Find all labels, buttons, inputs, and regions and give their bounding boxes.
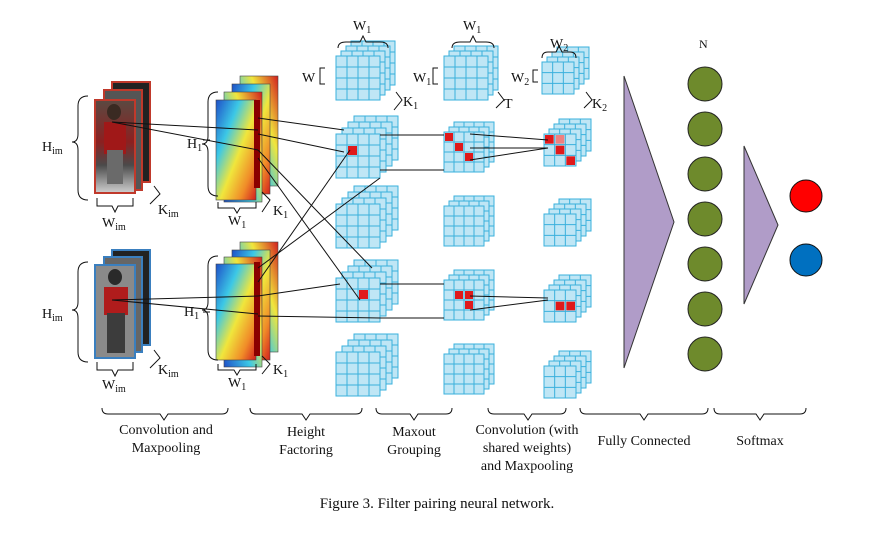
highlight-cell [545, 135, 554, 144]
highlight-cell [555, 135, 565, 144]
output-neuron-blue [789, 243, 823, 277]
fully-connected-layer [623, 75, 675, 369]
stage-label-height-factoring-2: Factoring [279, 443, 333, 458]
stage-label-fully-connected: Fully Connected [598, 434, 691, 449]
height-factored-stack-3 [335, 259, 399, 323]
w-im-label-bottom: Wim [102, 378, 126, 395]
highlight-cell [455, 291, 463, 299]
w1-label-top: W1 [228, 214, 246, 231]
stage-label-conv-maxpool-1: Convolution and [119, 423, 213, 438]
w2-label-top: W2 [550, 37, 568, 54]
height-factored-stack-1 [335, 115, 399, 179]
highlight-cell [566, 301, 575, 311]
fc-neuron [687, 336, 723, 372]
w2-label-left: W2 [511, 71, 529, 88]
output-neuron-red [789, 179, 823, 213]
k2-label: K2 [592, 97, 607, 114]
conv-shared-stack-4 [543, 350, 592, 399]
highlight-cell [348, 146, 357, 155]
highlight-cell [359, 290, 368, 299]
fc-neuron [687, 201, 723, 237]
stage-label-maxout-grouping-2: Grouping [387, 443, 441, 458]
t-label: T [504, 97, 513, 112]
maxout-stack-1 [443, 121, 495, 173]
fc-neuron [687, 156, 723, 192]
stage-label-height-factoring-1: Height [287, 425, 325, 440]
highlight-cell [455, 143, 463, 151]
w1-label-bottom: W1 [228, 376, 246, 393]
k1-label-grid1: K1 [403, 95, 418, 112]
highlight-cell [555, 145, 565, 155]
fc-neuron [687, 291, 723, 327]
fc-neuron [687, 111, 723, 147]
grid-stack-w1-t [443, 45, 499, 101]
maxout-stack-2 [443, 195, 495, 247]
highlight-cell [465, 153, 473, 161]
w1-label-grid2-top: W1 [463, 19, 481, 36]
conv-shared-stack-1 [543, 118, 592, 167]
stage-label-conv-shared-2: shared weights) [483, 441, 572, 456]
stage-label-conv-shared-3: and Maxpooling [481, 459, 573, 474]
fc-neuron [687, 246, 723, 282]
w-im-label-top: Wim [102, 216, 126, 233]
grid-stacks [335, 40, 592, 399]
stage-label-maxout-grouping-1: Maxout [392, 425, 436, 440]
h1-label-top: H1 [187, 137, 202, 154]
height-factored-stack-4 [335, 333, 399, 397]
n-label: N [699, 37, 708, 51]
conv-shared-stack-3 [543, 274, 592, 323]
stage-label-softmax: Softmax [736, 434, 783, 449]
w1-label-grid1-top: W1 [353, 19, 371, 36]
w1-label-grid1-left: W [302, 71, 316, 86]
height-factored-stack-2 [335, 185, 399, 249]
highlight-cell [566, 156, 575, 165]
input-image-top [94, 81, 151, 194]
figure-caption: Figure 3. Filter pairing neural network. [320, 496, 555, 512]
connection-lines [111, 117, 549, 319]
grid-stack-w2-k2 [541, 46, 590, 95]
stage-brackets [101, 407, 807, 421]
h-im-label-bottom: Him [42, 307, 63, 324]
feature-maps-bottom [215, 241, 279, 368]
stage-label-conv-maxpool-2: Maxpooling [132, 441, 200, 456]
highlight-cell [465, 301, 473, 309]
grid-stack-w1-k1 [335, 40, 396, 101]
maxout-stack-3 [443, 269, 495, 321]
k1-label-bottom: K1 [273, 363, 288, 380]
highlight-cell [555, 301, 565, 311]
fc-neurons [687, 66, 723, 372]
w1-label-grid2-left: W1 [413, 71, 431, 88]
k-im-label-top: Kim [158, 203, 179, 220]
feature-maps-top [215, 75, 279, 203]
k-im-label-bottom: Kim [158, 363, 179, 380]
softmax-layer [743, 145, 779, 305]
dimension-brackets [71, 34, 593, 378]
fc-neuron [687, 66, 723, 102]
highlight-cell [445, 133, 453, 141]
highlight-cell [465, 291, 473, 299]
h1-label-bottom: H1 [184, 305, 199, 322]
h-im-label-top: Him [42, 140, 63, 157]
maxout-stack-4 [443, 343, 495, 395]
input-image-bottom [94, 249, 151, 359]
conv-shared-stack-2 [543, 198, 592, 247]
stage-label-conv-shared-1: Convolution (with [475, 423, 578, 438]
k1-label-top: K1 [273, 204, 288, 221]
